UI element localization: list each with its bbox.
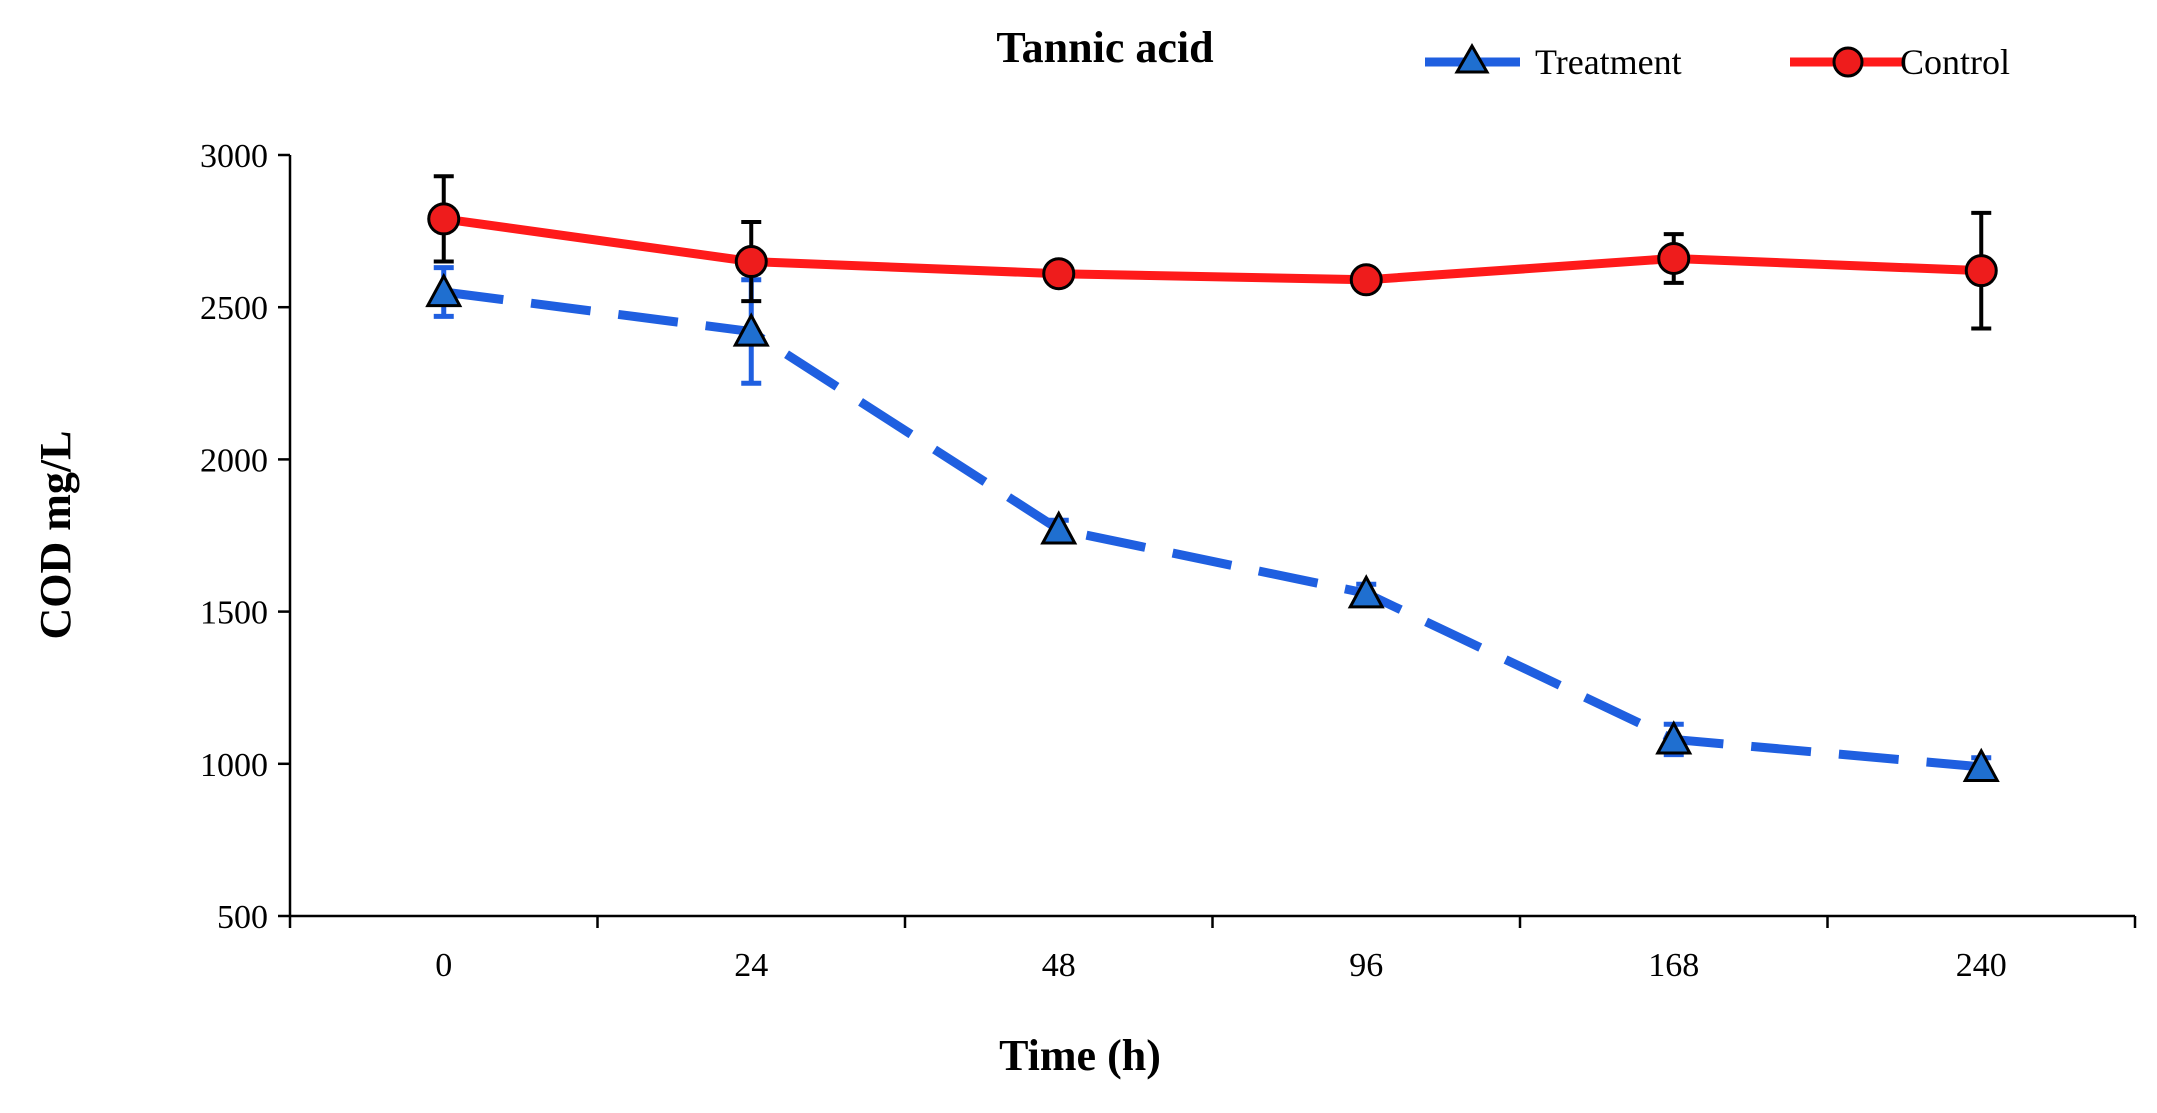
legend-control-circle-icon xyxy=(1832,46,1864,78)
x-ticks: 0 24 48 96 168 240 xyxy=(288,916,2137,984)
data-point-control xyxy=(1042,257,1076,291)
data-point-control xyxy=(427,202,461,236)
series-line-control xyxy=(443,214,1982,285)
data-point-control xyxy=(1657,241,1691,275)
x-axis-title: Time (h) xyxy=(999,1031,1161,1080)
x-tick-label: 240 xyxy=(1956,947,2007,984)
data-point-treatment xyxy=(732,312,770,347)
x-tick-label: 96 xyxy=(1349,947,1383,984)
legend: Treatment Control xyxy=(1425,42,2010,82)
y-tick-label: 500 xyxy=(217,899,268,936)
x-tick-label: 0 xyxy=(435,947,452,984)
series-layer xyxy=(425,174,2000,782)
y-tick-label: 1500 xyxy=(200,595,268,632)
data-point-treatment xyxy=(1655,720,1693,755)
y-tick-label: 3000 xyxy=(200,138,268,175)
data-point-treatment xyxy=(425,272,463,308)
series-treatment xyxy=(425,265,2000,782)
y-axis-title: COD mg/L xyxy=(31,431,80,640)
x-tick-label: 24 xyxy=(734,947,768,984)
y-tick-label: 1000 xyxy=(200,747,268,784)
data-point-treatment xyxy=(1962,747,2000,782)
legend-treatment-triangle-icon xyxy=(1454,42,1490,74)
y-ticks: 500 1000 1500 2000 2500 3000 xyxy=(200,138,290,936)
y-tick-label: 2500 xyxy=(200,290,268,327)
data-point-control xyxy=(1964,254,1998,288)
legend-treatment-label: Treatment xyxy=(1535,42,1682,82)
x-tick-label: 48 xyxy=(1042,947,1076,984)
series-line-treatment xyxy=(443,287,1982,772)
data-point-treatment xyxy=(1040,510,1078,545)
legend-control-label: Control xyxy=(1900,42,2010,82)
chart-title: Tannic acid xyxy=(996,23,1213,72)
data-point-treatment xyxy=(1347,574,1385,609)
data-point-control xyxy=(1349,263,1383,297)
data-point-control xyxy=(734,245,768,279)
x-tick-label: 168 xyxy=(1648,947,1699,984)
y-tick-label: 2000 xyxy=(200,442,268,479)
series-control xyxy=(427,174,1998,331)
